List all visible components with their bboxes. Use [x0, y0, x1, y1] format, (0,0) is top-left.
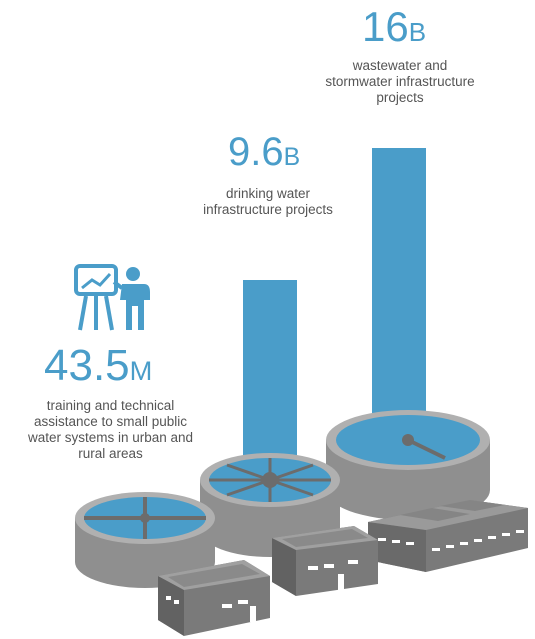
- unit-wastewater: B: [408, 17, 427, 47]
- treatment-tank-left: [75, 492, 215, 588]
- label-drinking-water: drinking water infrastructure projects: [203, 186, 333, 217]
- bar-drinking-water: [243, 280, 297, 460]
- treatment-tank-large: [326, 410, 490, 520]
- office-building-left: [158, 560, 270, 636]
- label-training: training and technical assistance to sma…: [27, 398, 194, 461]
- value-wastewater: 16B: [362, 3, 427, 50]
- value-training: 43.5M: [44, 341, 153, 390]
- office-building-middle: [272, 526, 378, 596]
- value-drinking-water: 9.6B: [228, 130, 301, 174]
- warehouse-building: [368, 500, 528, 572]
- bar-wastewater-stormwater: [372, 148, 426, 448]
- presenter-easel-icon: [74, 264, 150, 331]
- label-wastewater: wastewater and stormwater infrastructure…: [325, 58, 475, 105]
- unit-training: M: [129, 355, 153, 386]
- unit-drinking-water: B: [283, 144, 301, 171]
